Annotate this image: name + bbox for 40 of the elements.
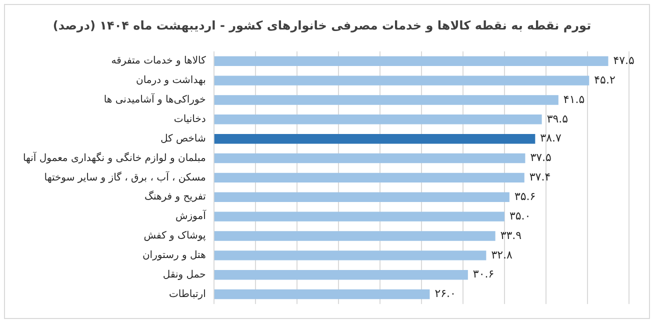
y-tick-label: هتل و رستوران (142, 250, 206, 262)
bar (214, 153, 526, 164)
y-tick-label: دخانیات (174, 114, 206, 125)
bar (214, 192, 510, 202)
bar (214, 289, 430, 300)
bar (214, 56, 608, 66)
data-label: ۳۰.۶ (472, 268, 494, 281)
bar (214, 172, 524, 183)
y-tick-label: پوشاک و کفش (144, 230, 206, 242)
bar (214, 134, 536, 144)
bar (214, 250, 486, 260)
data-label: ۴۱.۵ (563, 92, 585, 106)
y-tick-label: آموزش (176, 209, 208, 222)
y-tick-label: ارتباطات (168, 288, 206, 300)
y-tick-label: مسکن ، آب ، برق ، گاز و سایر سوختها (44, 170, 206, 184)
y-tick-label: حمل ونقل (162, 269, 206, 280)
bar (214, 270, 468, 280)
y-tick-label: کالاها و خدمات متفرقه (111, 56, 206, 67)
y-tick-label: بهداشت و درمان (136, 75, 206, 86)
data-label: ۴۵.۲ (594, 73, 616, 86)
y-tick-label: تفریح و فرهنگ (144, 190, 206, 203)
data-label: ۳۹.۵ (546, 112, 568, 126)
data-label: ۳۵.۶ (514, 190, 536, 203)
data-label: ۳۷.۴ (529, 170, 551, 184)
y-tick-label: شاخص کل (160, 133, 206, 144)
chart-title: تورم نقطه به نقطه کالاها و خدمات مصرفی خانوارهای کشور - اردیبهشت ماه ۱۴۰۴ (درصد) (52, 18, 592, 32)
data-label: ۳۳.۹ (500, 228, 522, 242)
data-label: ۳۵.۰ (509, 209, 531, 222)
data-label: ۳۸.۷ (540, 132, 562, 145)
bar (214, 114, 542, 124)
y-tick-label: مبلمان و لوازم خانگی و نگهداری معمول آنها (22, 150, 206, 164)
bar (214, 95, 558, 105)
y-tick-label: خوراکی‌ها و آشامیدنی ها (104, 92, 206, 106)
bar (214, 76, 590, 86)
bar (214, 231, 496, 241)
data-label: ۳۷.۵ (530, 151, 552, 164)
bar (214, 212, 504, 222)
data-label: ۴۷.۵ (613, 54, 635, 67)
data-label: ۲۶.۰ (434, 287, 456, 300)
data-label: ۳۲.۸ (491, 248, 513, 262)
